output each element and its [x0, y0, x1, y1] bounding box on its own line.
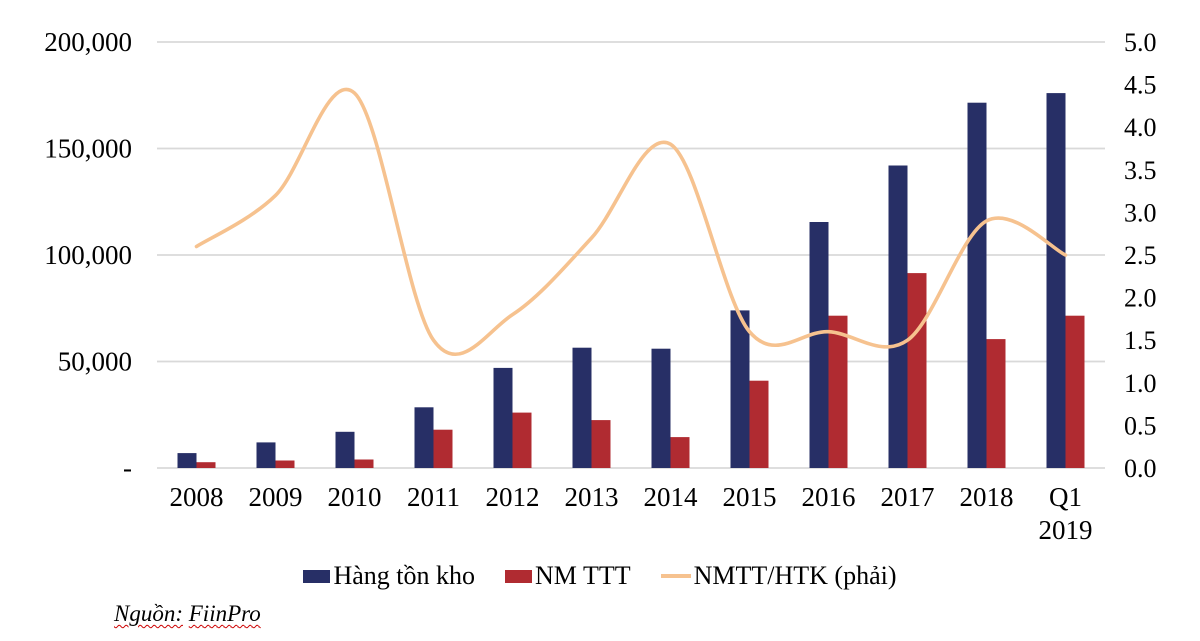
- bar-nm-ttt: [354, 459, 374, 468]
- left-axis-tick-label: -: [123, 453, 132, 483]
- x-axis-tick-label: Q1 2019: [1039, 482, 1093, 545]
- right-axis-tick-label: 1.0: [1124, 369, 1157, 398]
- bar-nm-ttt: [512, 412, 532, 468]
- bar-hang-ton-kho: [493, 367, 513, 468]
- legend-item-nm-ttt: NM TTT: [505, 563, 631, 589]
- right-axis-tick-label: 3.0: [1124, 198, 1157, 227]
- left-axis-tick-label: 200,000: [44, 27, 132, 57]
- right-axis-tick-label: 0.5: [1124, 411, 1157, 440]
- bar-nm-ttt: [591, 420, 611, 468]
- source-note: Nguồn: FiinPro: [114, 601, 261, 627]
- bar-hang-ton-kho: [730, 310, 750, 468]
- x-axis-tick-label: 2015: [723, 482, 777, 512]
- bar-nm-ttt: [433, 429, 453, 468]
- source-name: FiinPro: [188, 601, 261, 626]
- x-axis-tick-label: 2014: [644, 482, 699, 512]
- right-axis-tick-label: 2.0: [1124, 284, 1157, 313]
- legend: Hàng tồn kho NM TTT NMTT/HTK (phải): [0, 558, 1200, 594]
- right-axis-tick-label: 5.0: [1124, 28, 1157, 57]
- bar-hang-ton-kho: [414, 407, 434, 468]
- x-axis-tick-label: 2008: [170, 482, 224, 512]
- bar-hang-ton-kho: [256, 442, 276, 468]
- bar-hang-ton-kho: [888, 165, 908, 468]
- bar-nm-ttt: [196, 462, 216, 468]
- left-axis-tick-label: 150,000: [44, 134, 132, 164]
- ratio-line: [194, 87, 1068, 356]
- legend-label: Hàng tồn kho: [333, 561, 476, 590]
- bar-nm-ttt: [275, 460, 295, 468]
- right-axis-tick-label: 0.0: [1124, 454, 1157, 483]
- bar-nm-ttt: [749, 380, 769, 468]
- x-axis-tick-label: 2012: [486, 482, 540, 512]
- legend-item-nmtt-htk: NMTT/HTK (phải): [660, 561, 897, 590]
- legend-item-hang-ton-kho: Hàng tồn kho: [303, 563, 475, 589]
- x-axis-tick-label: 2009: [249, 482, 303, 512]
- bar-hang-ton-kho: [572, 347, 592, 468]
- source-prefix: Nguồn:: [114, 601, 183, 626]
- bar-hang-ton-kho: [1046, 93, 1066, 468]
- bar-nm-ttt: [828, 315, 848, 468]
- legend-label: NM TTT: [535, 561, 631, 590]
- legend-swatch-bar-red: [505, 569, 533, 583]
- bar-nm-ttt: [907, 273, 927, 468]
- bar-hang-ton-kho: [177, 453, 197, 468]
- x-axis-tick-label: 2010: [328, 482, 382, 512]
- x-axis-tick-label: 2018: [960, 482, 1014, 512]
- legend-swatch-line-orange: [660, 574, 691, 578]
- x-axis-tick-label: 2017: [881, 482, 935, 512]
- bar-hang-ton-kho: [809, 222, 829, 468]
- right-axis-tick-label: 4.5: [1124, 71, 1157, 100]
- x-axis-tick-label: 2013: [565, 482, 619, 512]
- right-axis-tick-label: 3.5: [1124, 156, 1157, 185]
- right-axis-tick-label: 2.5: [1124, 241, 1157, 270]
- x-axis-tick-label: 2016: [802, 482, 856, 512]
- bar-nm-ttt: [670, 437, 690, 468]
- bar-hang-ton-kho: [335, 431, 355, 468]
- legend-swatch-bar-navy: [303, 569, 331, 583]
- legend-label: NMTT/HTK (phải): [693, 561, 897, 590]
- right-axis-tick-label: 4.0: [1124, 113, 1157, 142]
- left-axis-tick-label: 50,000: [58, 347, 132, 377]
- left-axis-tick-label: 100,000: [44, 240, 132, 270]
- x-axis-tick-label: 2011: [407, 482, 460, 512]
- bar-hang-ton-kho: [967, 102, 987, 468]
- bar-nm-ttt: [986, 339, 1006, 468]
- bar-nm-ttt: [1065, 315, 1085, 468]
- right-axis-tick-label: 1.5: [1124, 326, 1157, 355]
- bar-hang-ton-kho: [651, 348, 671, 468]
